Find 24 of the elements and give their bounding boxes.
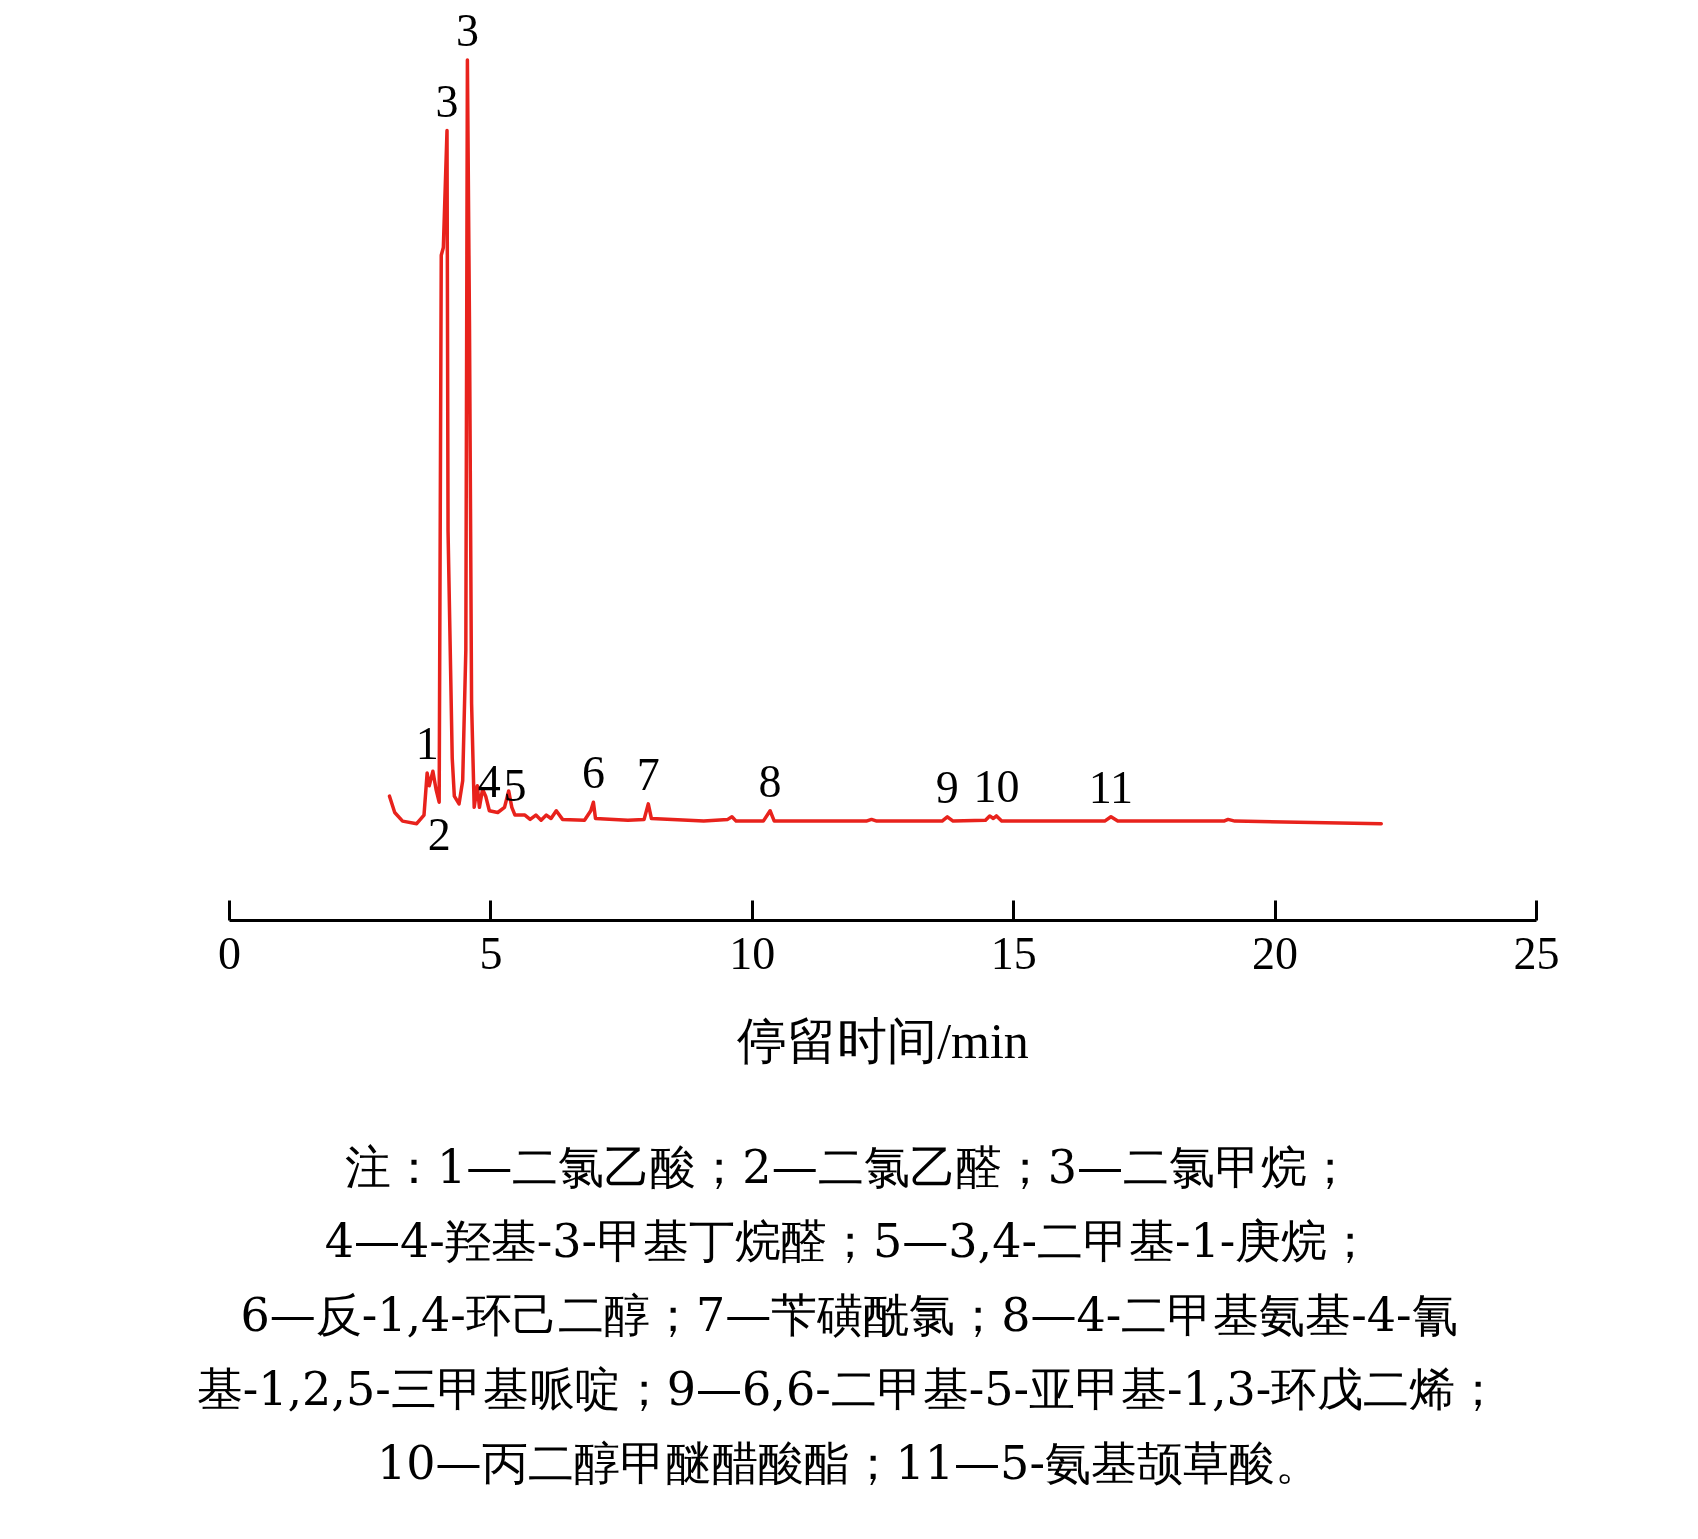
x-tick-label: 25 [1513, 927, 1560, 979]
annotation: 3 [455, 5, 479, 56]
text: 注：1—二氯乙酸；2—二氯乙醛；3—二氯甲烷； [344, 1139, 1354, 1196]
annotation: 2 [427, 809, 451, 861]
annotation: 11 [1088, 761, 1134, 813]
annotation: 8 [758, 755, 782, 807]
annotation: 4 [477, 755, 501, 807]
text: 基-1,2,5-三甲基哌啶；9—6,6-二甲基-5-亚甲基-1,3-环戊二烯； [195, 1361, 1503, 1418]
annotation: 3 [435, 75, 459, 127]
annotation: 6 [581, 747, 605, 799]
annotation: 9 [935, 761, 959, 813]
x-tick-label: 10 [729, 927, 776, 979]
text: 4—4-羟基-3-甲基丁烷醛；5—3,4-二甲基-1-庚烷； [323, 1213, 1375, 1270]
text: 10—丙二醇甲醚醋酸酯；11—5-氨基颉草酸。 [376, 1435, 1322, 1492]
x-tick-label: 0 [218, 927, 241, 979]
x-tick-label: 5 [479, 927, 503, 979]
annotation: 1 [415, 717, 439, 769]
annotation: 5 [503, 760, 527, 812]
annotation: 7 [636, 748, 660, 800]
text: 6—反-1,4-环己二醇；7—苄磺酰氯；8—4-二甲基氨基-4-氰 [239, 1287, 1459, 1344]
annotation: 10 [973, 760, 1020, 812]
x-tick-label: 15 [990, 927, 1037, 979]
x-tick-label: 20 [1252, 927, 1299, 979]
x-axis-title: 停留时间/min [737, 1012, 1029, 1069]
